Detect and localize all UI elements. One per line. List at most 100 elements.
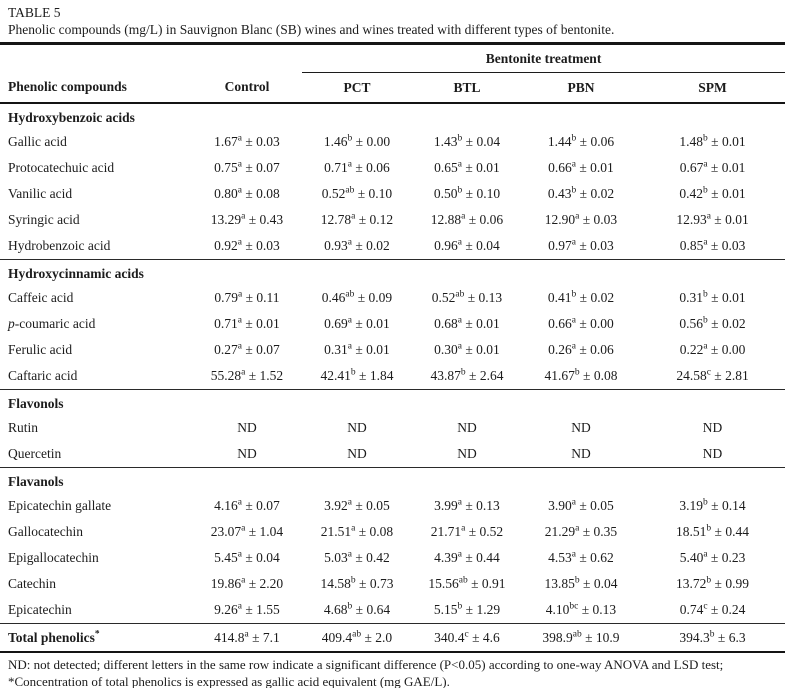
table-foot: Total phenolics* 414.8a ± 7.1 409.4ab ± 2.… <box>0 623 785 653</box>
significance-letter: a <box>237 549 243 560</box>
significance-letter: a <box>237 185 243 196</box>
significance-letter: b <box>350 575 356 586</box>
value-cell: ND <box>702 420 723 435</box>
value-cell: 12.90a ± 0.03 <box>544 211 618 227</box>
column-header-pct: PCT <box>302 72 412 104</box>
group-header-spacer <box>0 45 302 73</box>
significance-letter: b <box>703 315 708 326</box>
value-cell: 1.67a ± 0.03 <box>214 133 280 149</box>
significance-letter: a <box>241 211 246 222</box>
significance-letter: a <box>571 341 577 352</box>
significance-letter: a <box>706 211 711 222</box>
value-cell: 0.27a ± 0.07 <box>214 341 280 357</box>
table-row: Rutin ND ND ND ND ND <box>0 415 785 441</box>
significance-letter: a <box>457 549 463 560</box>
value-cell: 0.41b ± 0.02 <box>547 289 615 305</box>
significance-letter: b <box>457 133 463 144</box>
value-cell: ND <box>237 446 257 461</box>
significance-letter: ab <box>455 289 465 300</box>
value-cell: 23.07a ± 1.04 <box>210 523 284 539</box>
value-cell: 0.66a ± 0.00 <box>548 315 614 331</box>
table-row: Ferulic acid 0.27a ± 0.07 0.31a ± 0.01 0.30… <box>0 337 785 363</box>
value-cell: 12.88a ± 0.06 <box>430 211 504 227</box>
significance-letter: b <box>703 497 708 508</box>
value-cell: ND <box>571 446 591 461</box>
significance-letter: a <box>237 315 243 326</box>
significance-letter: b <box>571 133 577 144</box>
value-cell: 5.03a ± 0.42 <box>324 549 390 565</box>
value-cell: 3.92a ± 0.05 <box>324 497 390 513</box>
significance-letter: a <box>237 133 243 144</box>
significance-letter: a <box>351 211 356 222</box>
value-cell: 0.66a ± 0.01 <box>548 159 614 175</box>
value-cell: 24.58c ± 2.81 <box>676 367 749 383</box>
table-row: Quercetin ND ND ND ND ND <box>0 441 785 468</box>
column-header-phenolic-compounds: Phenolic compounds <box>0 72 192 104</box>
value-cell: 0.85a ± 0.03 <box>679 237 746 253</box>
significance-letter: a <box>703 549 708 560</box>
significance-letter: a <box>241 367 246 378</box>
italic-prefix: p <box>8 316 15 331</box>
significance-letter: a <box>571 497 577 508</box>
value-cell: 18.51b ± 0.44 <box>676 523 749 539</box>
compound-name: Hydrobenzoic acid <box>8 238 111 253</box>
value-cell: 0.74c ± 0.24 <box>679 601 746 617</box>
significance-letter: a <box>238 289 243 300</box>
compound-name: Caffeic acid <box>8 290 74 305</box>
value-cell: 4.68b ± 0.64 <box>323 601 391 617</box>
total-phenolics-label: Total phenolics* <box>0 623 192 653</box>
significance-letter: b <box>571 289 577 300</box>
table-row: Gallic acid 1.67a ± 0.03 1.46b ± 0.00 1.43b… <box>0 129 785 155</box>
value-cell: 398.9ab ± 10.9 <box>522 623 640 653</box>
value-cell: 0.71a ± 0.06 <box>324 159 390 175</box>
significance-letter: ab <box>572 629 582 639</box>
value-cell: 43.87b ± 2.64 <box>430 367 504 383</box>
significance-letter: a <box>347 159 353 170</box>
table-row: p-coumaric acid 0.71a ± 0.01 0.69a ± 0.01 0… <box>0 311 785 337</box>
value-cell: 414.8a ± 7.1 <box>192 623 302 653</box>
column-header-control: Control <box>192 72 302 104</box>
significance-letter: a <box>461 211 466 222</box>
value-cell: 0.52ab ± 0.13 <box>431 289 503 305</box>
column-header-pbn: PBN <box>522 72 640 104</box>
significance-letter: a <box>575 211 580 222</box>
value-cell: 14.58b ± 0.73 <box>320 575 394 591</box>
significance-letter: a <box>461 523 466 534</box>
value-cell: 0.43b ± 0.02 <box>547 185 615 201</box>
value-cell: 1.43b ± 0.04 <box>433 133 501 149</box>
significance-letter: a <box>457 237 463 248</box>
significance-letter: a <box>571 159 577 170</box>
significance-letter: a <box>703 237 708 248</box>
compound-name: Epicatechin gallate <box>8 498 112 513</box>
significance-letter: b <box>703 133 708 144</box>
significance-letter: c <box>464 629 469 639</box>
significance-letter: b <box>347 133 353 144</box>
significance-letter: b <box>460 367 466 378</box>
value-cell: ND <box>237 420 257 435</box>
asterisk-footnote-marker: * <box>94 629 100 639</box>
significance-letter: b <box>347 601 353 612</box>
value-cell: ND <box>347 420 367 435</box>
value-cell: 15.56ab ± 0.91 <box>428 575 506 591</box>
significance-letter: a <box>241 575 246 586</box>
value-cell: 0.30a ± 0.01 <box>434 341 500 357</box>
compound-name: Vanilic acid <box>8 186 73 201</box>
value-cell: 0.92a ± 0.03 <box>214 237 280 253</box>
section-header: Hydroxybenzoic acids <box>8 109 135 125</box>
value-cell: 0.46ab ± 0.09 <box>321 289 393 305</box>
compound-name: Quercetin <box>8 446 62 461</box>
table-row: Caffeic acid 0.79a ± 0.11 0.46ab ± 0.09 0.5… <box>0 285 785 311</box>
table-row: Epicatechin gallate 4.16a ± 0.07 3.92a ± 0… <box>0 493 785 519</box>
significance-letter: a <box>351 523 356 534</box>
table-body: Hydroxybenzoic acids Gallic acid 1.67a ± 0… <box>0 103 785 624</box>
value-cell: 0.67a ± 0.01 <box>679 159 746 175</box>
significance-letter: b <box>457 185 463 196</box>
column-header-row: Phenolic compounds Control PCT BTL PBN SPM <box>0 72 785 104</box>
value-cell: 1.44b ± 0.06 <box>547 133 615 149</box>
significance-letter: a <box>244 629 249 639</box>
value-cell: 5.40a ± 0.23 <box>679 549 746 565</box>
significance-letter: b <box>706 575 712 586</box>
significance-letter: b <box>709 629 715 639</box>
phenolics-table: Bentonite treatment Phenolic compounds Con… <box>0 45 785 653</box>
value-cell: 13.85b ± 0.04 <box>544 575 618 591</box>
